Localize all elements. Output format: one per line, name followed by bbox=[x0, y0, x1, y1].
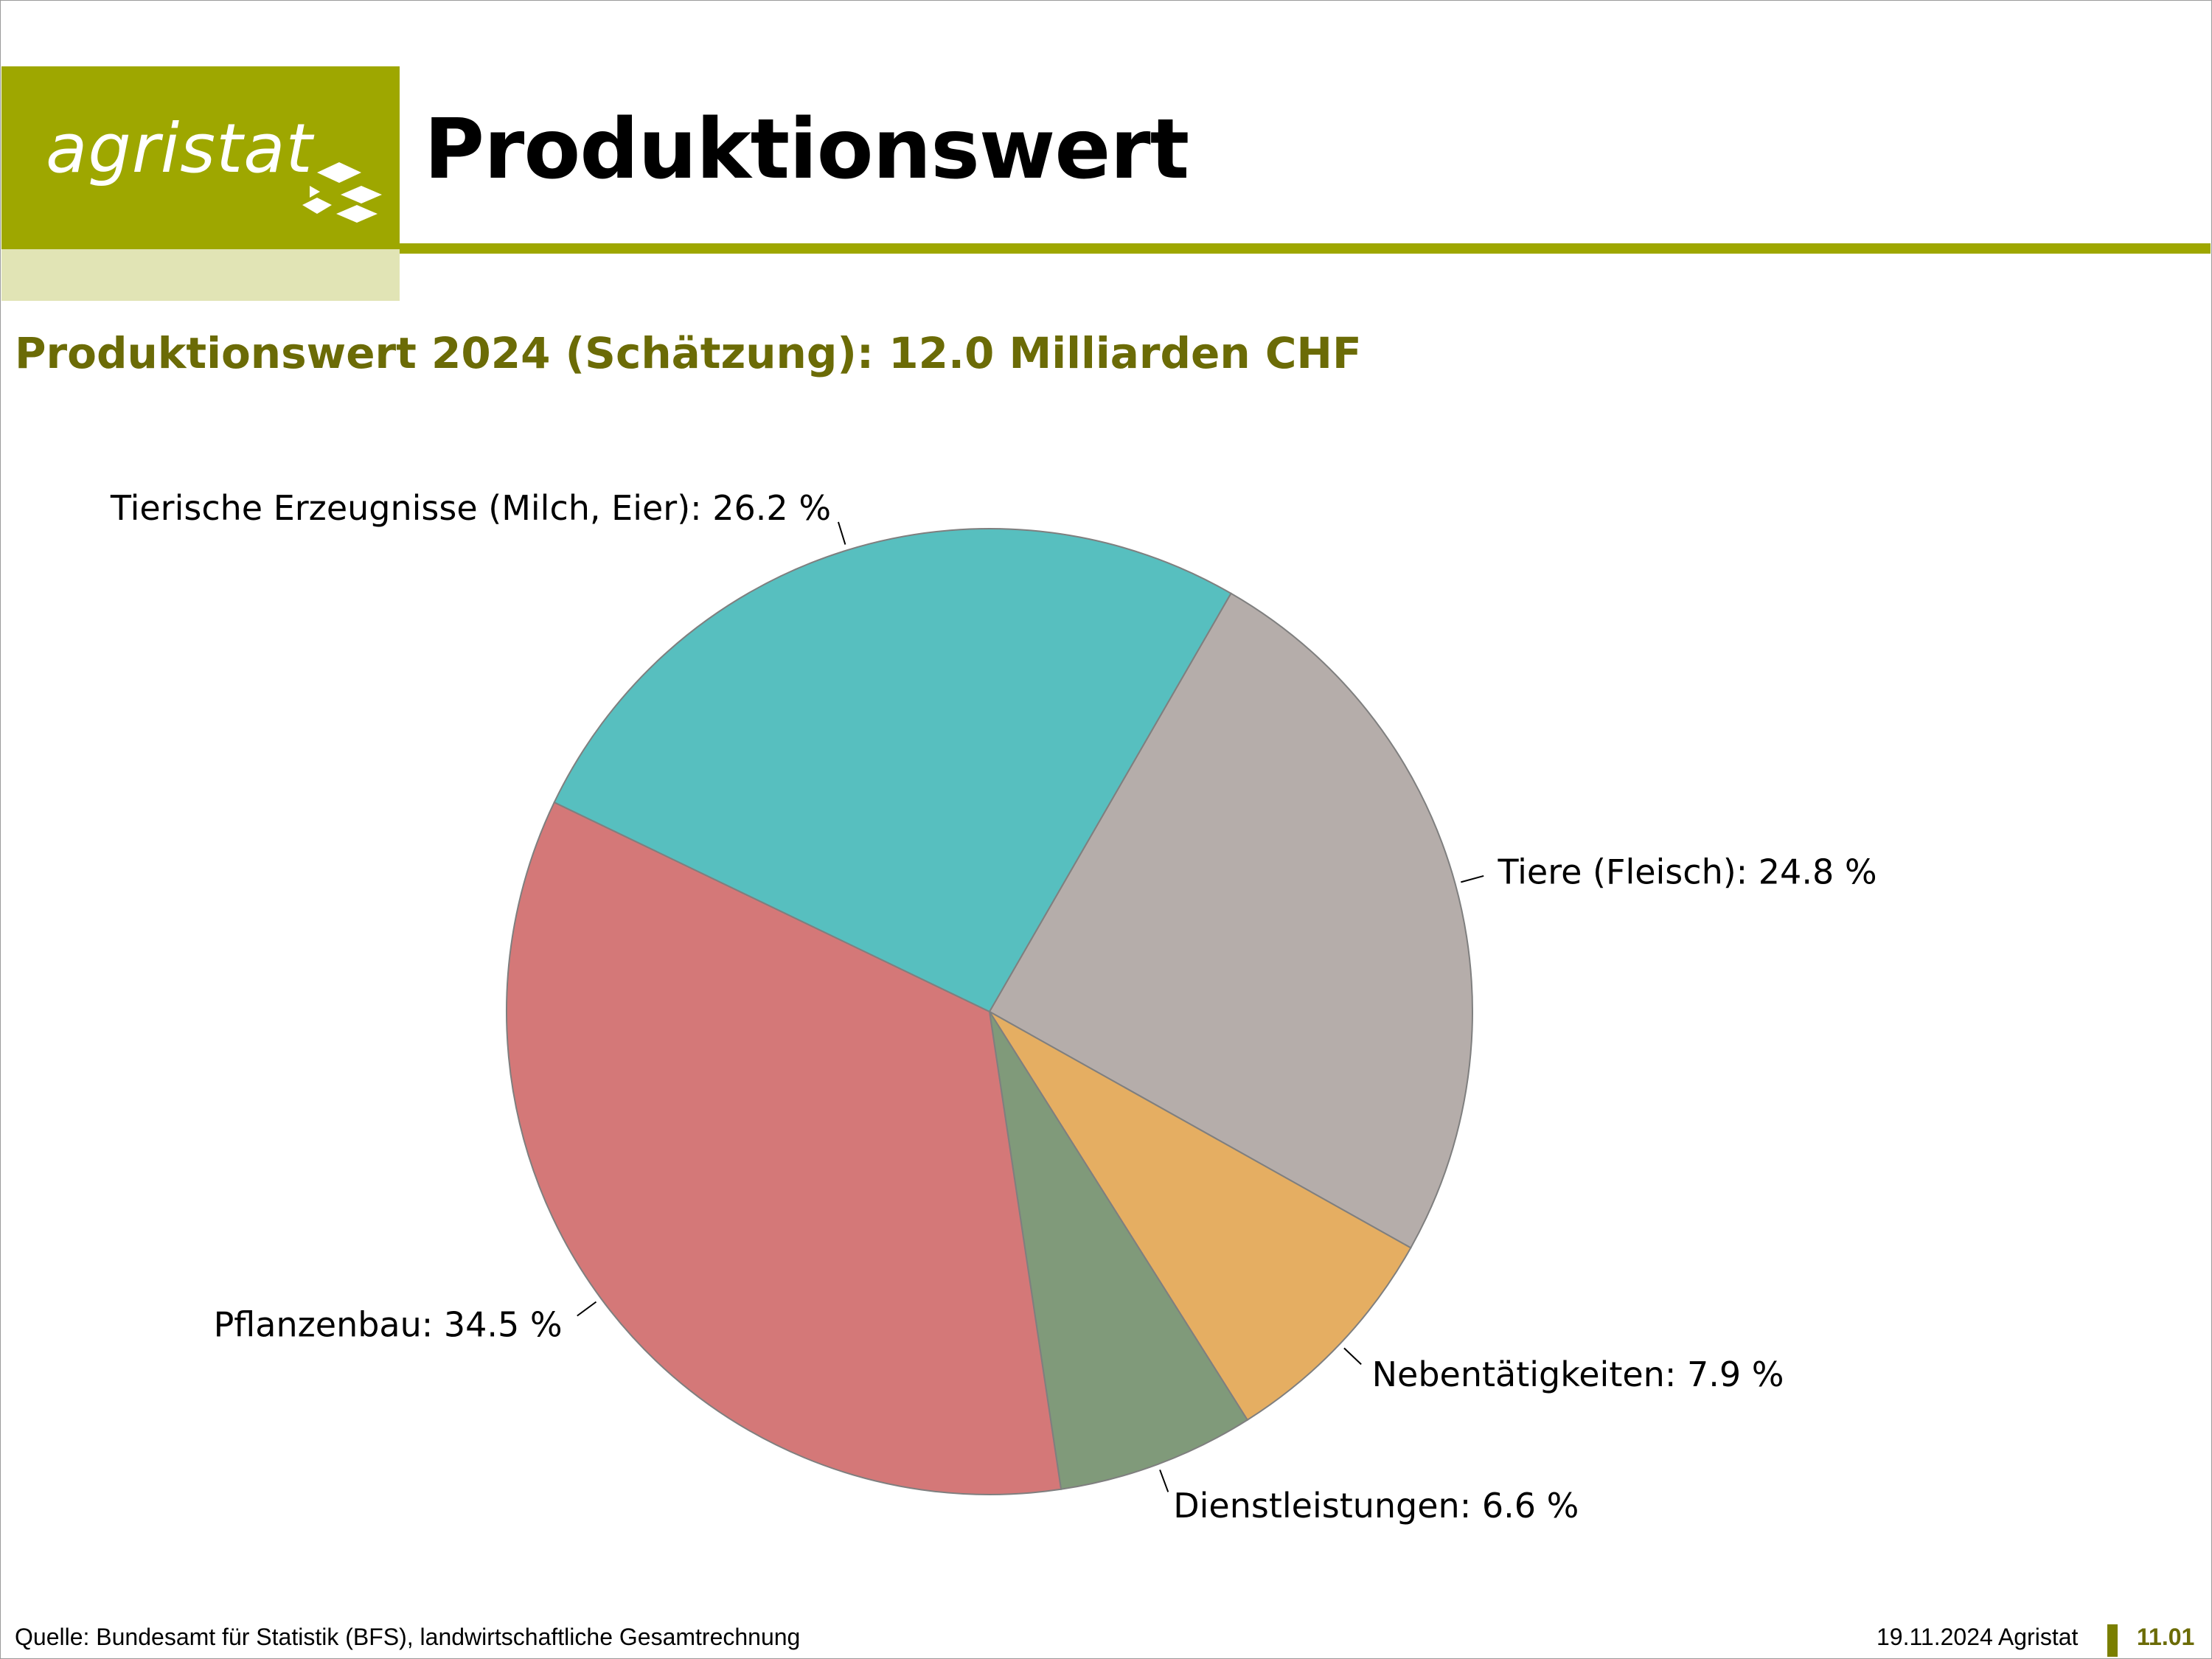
pie-slice-tierische-erzeugnisse bbox=[553, 528, 1232, 1013]
leader-line bbox=[1159, 1470, 1169, 1492]
pie-slice-nebentaetigkeiten bbox=[989, 1011, 1412, 1422]
footer-divider bbox=[2107, 1624, 2118, 1657]
logo-text: agristat bbox=[46, 109, 313, 188]
pie-slice-pflanzenbau bbox=[506, 801, 1062, 1495]
slice-label: Nebentätigkeiten: 7.9 % bbox=[1372, 1354, 1784, 1394]
leader-line bbox=[1343, 1347, 1362, 1366]
chart-subtitle: Produktionswert 2024 (Schätzung): 12.0 M… bbox=[15, 328, 1362, 378]
slide-title: Produktionswert bbox=[424, 102, 1189, 198]
logo-diamond-icon bbox=[302, 162, 382, 223]
slice-label: Pflanzenbau: 34.5 % bbox=[214, 1304, 563, 1344]
header-rule bbox=[400, 243, 2211, 254]
footer-date: 19.11.2024 Agristat bbox=[1877, 1624, 2079, 1650]
pie-slice-dienstleistungen bbox=[989, 1011, 1249, 1490]
pie-slice-tiere-fleisch bbox=[988, 592, 1473, 1249]
logo-box bbox=[1, 66, 400, 249]
footer-source: Quelle: Bundesamt für Statistik (BFS), l… bbox=[15, 1624, 801, 1650]
slice-label: Dienstleistungen: 6.6 % bbox=[1173, 1486, 1579, 1526]
logo-band bbox=[1, 249, 400, 301]
leader-line bbox=[837, 521, 846, 545]
leader-line bbox=[577, 1301, 597, 1317]
slice-label: Tiere (Fleisch): 24.8 % bbox=[1497, 852, 1877, 892]
page-number: 11.01 bbox=[2137, 1624, 2195, 1650]
leader-line bbox=[1461, 874, 1484, 883]
slice-label: Tierische Erzeugnisse (Milch, Eier): 26.… bbox=[110, 488, 831, 528]
